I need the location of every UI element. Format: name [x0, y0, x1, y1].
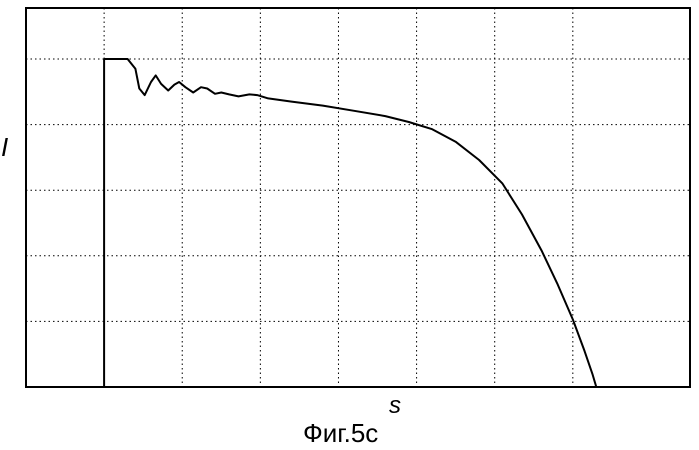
grid-lines — [26, 8, 690, 387]
series-line — [104, 59, 596, 387]
y-axis-label: I — [1, 132, 8, 163]
plot-frame — [26, 8, 690, 387]
x-axis-label: s — [389, 392, 401, 420]
figure-caption: Фиг.5с — [303, 418, 378, 449]
